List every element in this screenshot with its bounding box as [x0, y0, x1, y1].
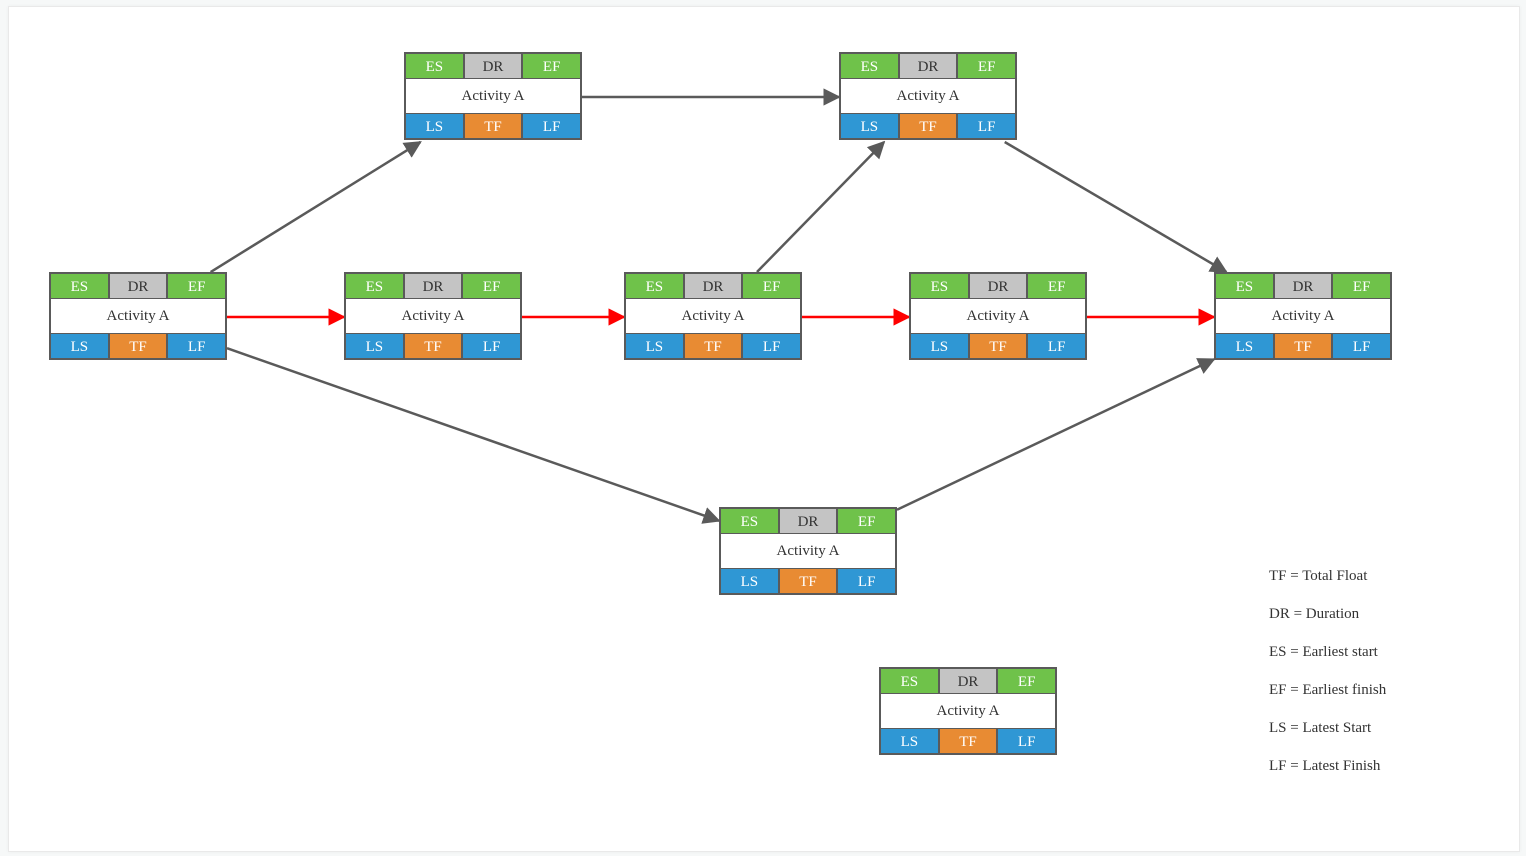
cell-dr: DR — [464, 53, 523, 79]
cell-dr: DR — [969, 273, 1028, 299]
cell-lf: LF — [742, 333, 801, 359]
edge — [211, 142, 421, 272]
cell-tf: TF — [464, 113, 523, 139]
legend-item: LS = Latest Start — [1269, 719, 1386, 737]
activity-label: Activity A — [910, 299, 1086, 333]
edge — [227, 348, 719, 521]
cell-tf: TF — [109, 333, 168, 359]
cell-ls: LS — [405, 113, 464, 139]
cell-dr: DR — [1274, 273, 1333, 299]
activity-node: ESDREFActivity ALSTFLF — [624, 272, 802, 360]
cell-ef: EF — [997, 668, 1056, 694]
cell-es: ES — [50, 273, 109, 299]
activity-label: Activity A — [345, 299, 521, 333]
cell-dr: DR — [899, 53, 958, 79]
activity-node: ESDREFActivity ALSTFLF — [1214, 272, 1392, 360]
activity-node: ESDREFActivity ALSTFLF — [344, 272, 522, 360]
edge — [897, 359, 1214, 509]
cell-ef: EF — [742, 273, 801, 299]
cell-ls: LS — [910, 333, 969, 359]
diagram-canvas: ESDREFActivity ALSTFLFESDREFActivity ALS… — [8, 6, 1520, 852]
cell-tf: TF — [939, 728, 998, 754]
activity-node: ESDREFActivity ALSTFLF — [839, 52, 1017, 140]
activity-node: ESDREFActivity ALSTFLF — [909, 272, 1087, 360]
cell-es: ES — [405, 53, 464, 79]
cell-es: ES — [625, 273, 684, 299]
cell-tf: TF — [899, 113, 958, 139]
cell-tf: TF — [779, 568, 838, 594]
cell-ls: LS — [1215, 333, 1274, 359]
cell-es: ES — [345, 273, 404, 299]
cell-lf: LF — [1332, 333, 1391, 359]
cell-es: ES — [840, 53, 899, 79]
legend-item: LF = Latest Finish — [1269, 757, 1386, 775]
cell-tf: TF — [404, 333, 463, 359]
activity-label: Activity A — [405, 79, 581, 113]
cell-lf: LF — [167, 333, 226, 359]
cell-ls: LS — [345, 333, 404, 359]
cell-ef: EF — [167, 273, 226, 299]
legend-item: ES = Earliest start — [1269, 643, 1386, 661]
cell-ls: LS — [625, 333, 684, 359]
cell-ls: LS — [720, 568, 779, 594]
cell-lf: LF — [462, 333, 521, 359]
cell-ls: LS — [50, 333, 109, 359]
cell-ef: EF — [522, 53, 581, 79]
cell-lf: LF — [1027, 333, 1086, 359]
cell-lf: LF — [837, 568, 896, 594]
cell-ef: EF — [1332, 273, 1391, 299]
activity-node: ESDREFActivity ALSTFLF — [719, 507, 897, 595]
cell-dr: DR — [109, 273, 168, 299]
cell-ef: EF — [1027, 273, 1086, 299]
cell-lf: LF — [522, 113, 581, 139]
cell-es: ES — [880, 668, 939, 694]
cell-ef: EF — [957, 53, 1016, 79]
cell-ls: LS — [880, 728, 939, 754]
legend-item: TF = Total Float — [1269, 567, 1386, 585]
activity-label: Activity A — [1215, 299, 1391, 333]
cell-ls: LS — [840, 113, 899, 139]
cell-ef: EF — [462, 273, 521, 299]
activity-label: Activity A — [720, 534, 896, 568]
cell-lf: LF — [997, 728, 1056, 754]
cell-tf: TF — [1274, 333, 1333, 359]
cell-es: ES — [910, 273, 969, 299]
cell-dr: DR — [939, 668, 998, 694]
cell-tf: TF — [969, 333, 1028, 359]
edge — [1005, 142, 1227, 272]
cell-lf: LF — [957, 113, 1016, 139]
activity-label: Activity A — [625, 299, 801, 333]
activity-label: Activity A — [840, 79, 1016, 113]
legend-item: DR = Duration — [1269, 605, 1386, 623]
activity-node: ESDREFActivity ALSTFLF — [404, 52, 582, 140]
edge — [757, 142, 884, 272]
cell-es: ES — [1215, 273, 1274, 299]
cell-dr: DR — [779, 508, 838, 534]
activity-label: Activity A — [880, 694, 1056, 728]
legend: TF = Total Float DR = Duration ES = Earl… — [1269, 567, 1386, 795]
activity-node: ESDREFActivity ALSTFLF — [879, 667, 1057, 755]
activity-node: ESDREFActivity ALSTFLF — [49, 272, 227, 360]
cell-tf: TF — [684, 333, 743, 359]
activity-label: Activity A — [50, 299, 226, 333]
cell-dr: DR — [404, 273, 463, 299]
cell-es: ES — [720, 508, 779, 534]
cell-ef: EF — [837, 508, 896, 534]
cell-dr: DR — [684, 273, 743, 299]
legend-item: EF = Earliest finish — [1269, 681, 1386, 699]
